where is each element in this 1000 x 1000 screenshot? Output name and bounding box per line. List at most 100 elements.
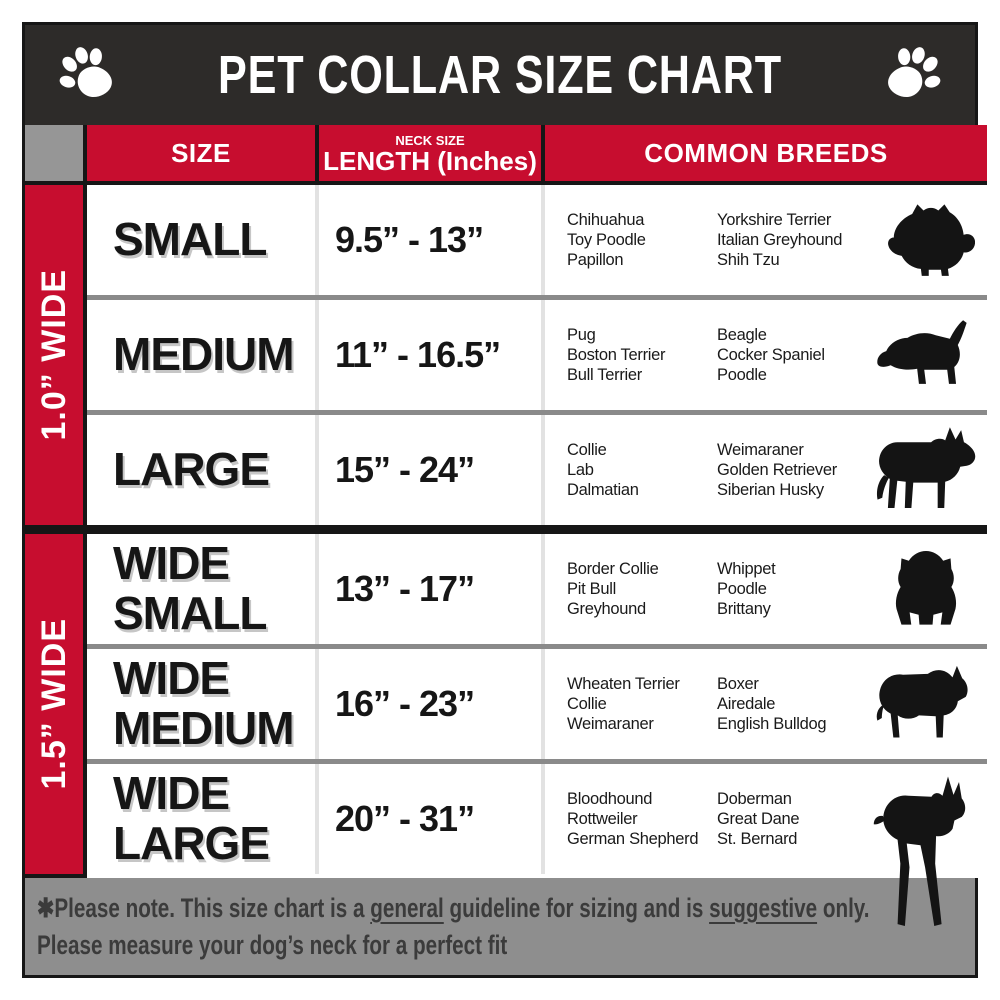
dog-image-box: [867, 764, 987, 926]
neck-size-value: 11” - 16.5”: [335, 334, 501, 375]
width-section-column: 1.0” WIDE 1.5” WIDE: [25, 125, 87, 878]
table-row-large: LARGE 15” - 24” Collie Lab Dalmatian Wei…: [87, 415, 987, 525]
breed-item: Wheaten Terrier: [567, 675, 680, 693]
title-bar: PET COLLAR SIZE CHART: [25, 25, 975, 125]
table-row-wide-small: WIDE SMALL 13” - 17” Border Collie Pit B…: [87, 534, 987, 644]
breed-item: Golden Retriever: [717, 461, 837, 479]
breed-item: Chihuahua: [567, 211, 645, 229]
footnote-segment: Please note. This size chart is a: [54, 892, 371, 923]
column-header-neck-size: NECK SIZE LENGTH (Inches): [315, 125, 541, 181]
breed-item: Beagle: [717, 326, 767, 344]
footnote-underlined-word: general: [370, 892, 444, 923]
neck-size-value: 13” - 17”: [335, 568, 475, 609]
breed-list-right: Beagle Cocker Spaniel Poodle: [717, 325, 867, 385]
breed-item: Bull Terrier: [567, 366, 642, 384]
dog-image-box: [867, 415, 987, 525]
size-label: WIDE SMALL: [113, 537, 267, 639]
breed-list-left: Collie Lab Dalmatian: [567, 440, 717, 500]
table-main: SIZE NECK SIZE LENGTH (Inches) COMMON BR…: [87, 125, 987, 926]
table-header-row: SIZE NECK SIZE LENGTH (Inches) COMMON BR…: [87, 125, 987, 185]
breed-item: Collie: [567, 441, 607, 459]
breed-item: Boxer: [717, 675, 759, 693]
table-body: 1.0” WIDE 1.5” WIDE SIZE NECK SIZE LENGT…: [25, 125, 987, 926]
breed-item: Shih Tzu: [717, 251, 780, 269]
column-header-label: SIZE: [171, 137, 231, 168]
breed-item: Italian Greyhound: [717, 231, 843, 249]
size-label: MEDIUM: [113, 328, 295, 381]
breed-list-right: Boxer Airedale English Bulldog: [717, 674, 867, 734]
size-label: SMALL: [113, 213, 267, 266]
breed-list-left: Wheaten Terrier Collie Weimaraner: [567, 674, 717, 734]
pomeranian-silhouette-icon: [888, 204, 975, 276]
breed-item: Border Collie: [567, 560, 659, 578]
breed-item: Papillon: [567, 251, 624, 269]
breed-list-left: Pug Boston Terrier Bull Terrier: [567, 325, 717, 385]
column-header-common-breeds: COMMON BREEDS: [541, 125, 987, 181]
size-label: WIDE MEDIUM: [113, 652, 295, 754]
asterisk-icon: ✱: [37, 892, 55, 923]
section-divider-side: [25, 525, 83, 534]
pit-bull-silhouette-icon: [876, 665, 968, 738]
size-chart: PET COLLAR SIZE CHART 1.0” WIDE: [22, 22, 987, 978]
breed-item: German Shepherd: [567, 830, 699, 848]
breed-item: Cocker Spaniel: [717, 346, 825, 364]
breed-item: Pug: [567, 326, 596, 344]
breed-list-left: Chihuahua Toy Poodle Papillon: [567, 210, 717, 270]
breed-item: Poodle: [717, 366, 767, 384]
paw-print-icon: [888, 47, 941, 97]
german-shepherd-silhouette-icon: [876, 427, 976, 509]
breed-item: Doberman: [717, 790, 792, 808]
column-header-label: COMMON BREEDS: [644, 137, 888, 168]
breed-item: Rottweiler: [567, 810, 638, 828]
section-divider: [87, 525, 987, 534]
breed-item: Poodle: [717, 580, 767, 598]
footnote-text: ✱Please note. This size chart is a gener…: [37, 890, 870, 964]
dog-image-box: [867, 649, 987, 759]
footnote-segment: guideline for sizing and is: [443, 892, 710, 923]
paw-print-icon: [59, 47, 112, 97]
breed-item: Lab: [567, 461, 594, 479]
breed-item: Brittany: [717, 600, 771, 618]
breed-item: Yorkshire Terrier: [717, 211, 832, 229]
column-header-sublabel: NECK SIZE: [395, 132, 465, 148]
footnote-line-2: Please measure your dog’s neck for a per…: [37, 929, 508, 960]
breed-item: Pit Bull: [567, 580, 616, 598]
breed-list-left: Bloodhound Rottweiler German Shepherd: [567, 789, 717, 849]
breed-item: Bloodhound: [567, 790, 653, 808]
breed-item: Greyhound: [567, 600, 646, 618]
dog-image-box: [867, 185, 987, 295]
neck-size-value: 15” - 24”: [335, 449, 475, 490]
breed-item: Weimaraner: [717, 441, 804, 459]
table-row-wide-large: WIDE LARGE 20” - 31” Bloodhound Rottweil…: [87, 764, 987, 926]
breed-item: Toy Poodle: [567, 231, 646, 249]
width-section-label: 1.0” WIDE: [34, 269, 73, 441]
row-divider: [87, 295, 987, 300]
dog-image-box: [867, 534, 987, 644]
row-divider: [87, 410, 987, 415]
breed-item: Great Dane: [717, 810, 800, 828]
beagle-silhouette-icon: [877, 320, 967, 384]
dog-image-box: [867, 300, 987, 410]
breed-list-right: Yorkshire Terrier Italian Greyhound Shih…: [717, 210, 867, 270]
breed-item: Whippet: [717, 560, 776, 578]
breed-list-right: Whippet Poodle Brittany: [717, 559, 867, 619]
breed-item: Collie: [567, 695, 607, 713]
breed-item: Weimaraner: [567, 715, 654, 733]
width-section-label: 1.5” WIDE: [34, 618, 73, 790]
corner-cell: [25, 125, 83, 185]
table-row-small: SMALL 9.5” - 13” Chihuahua Toy Poodle Pa…: [87, 185, 987, 295]
breed-item: Siberian Husky: [717, 481, 824, 499]
table-row-medium: MEDIUM 11” - 16.5” Pug Boston Terrier Bu…: [87, 300, 987, 410]
row-divider: [87, 644, 987, 649]
breed-item: Boston Terrier: [567, 346, 666, 364]
doberman-silhouette-icon: [873, 776, 966, 926]
side-label-1-0-wide: 1.0” WIDE: [25, 185, 83, 525]
footnote-bar: ✱Please note. This size chart is a gener…: [25, 878, 975, 975]
row-divider: [87, 759, 987, 764]
page-title: PET COLLAR SIZE CHART: [218, 45, 782, 105]
footnote-underlined-word: suggestive: [709, 892, 818, 923]
column-header-label: LENGTH (Inches): [323, 145, 537, 176]
breed-item: English Bulldog: [717, 715, 827, 733]
neck-size-value: 9.5” - 13”: [335, 219, 484, 260]
